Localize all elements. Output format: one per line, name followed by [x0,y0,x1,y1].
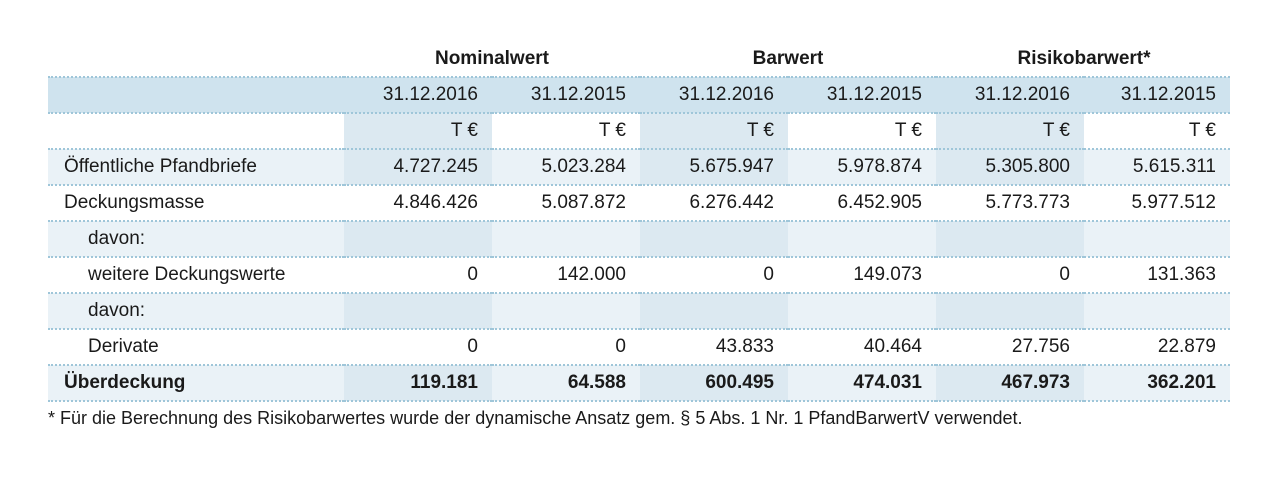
row-label: davon: [48,293,344,330]
date-cell: 31.12.2015 [1084,76,1230,114]
date-cell: 31.12.2016 [344,76,492,114]
value-cell [1084,293,1230,330]
row-label: Derivate [48,329,344,366]
value-cell: 6.276.442 [640,185,788,222]
value-cell: 40.464 [788,329,936,366]
value-cell: 6.452.905 [788,185,936,222]
value-cell: 27.756 [936,329,1084,366]
value-cell: 142.000 [492,257,640,294]
unit-cell: T € [936,113,1084,150]
value-cell [936,221,1084,258]
value-cell: 4.727.245 [344,149,492,186]
value-cell: 5.978.874 [788,149,936,186]
table-row: Deckungsmasse 4.846.426 5.087.872 6.276.… [48,185,1230,222]
footnote: * Für die Berechnung des Risikobarwertes… [48,408,1023,428]
value-cell [492,221,640,258]
value-cell: 362.201 [1084,365,1230,402]
unit-cell: T € [788,113,936,150]
value-cell [344,221,492,258]
value-cell [1084,221,1230,258]
empty-unit-label [48,113,344,150]
value-cell [936,293,1084,330]
value-cell: 467.973 [936,365,1084,402]
total-row: Überdeckung 119.181 64.588 600.495 474.0… [48,365,1230,402]
unit-cell: T € [1084,113,1230,150]
group-title-risikobarwert: Risikobarwert* [1017,48,1151,69]
value-cell [788,221,936,258]
value-cell: 5.615.311 [1084,149,1230,186]
unit-cell: T € [344,113,492,150]
value-cell: 149.073 [788,257,936,294]
coverage-table-container: Nominalwert Barwert Risikobarwert* 31.12… [48,42,1230,402]
value-cell [788,293,936,330]
value-cell: 131.363 [1084,257,1230,294]
value-cell: 0 [936,257,1084,294]
value-cell [492,293,640,330]
value-cell: 4.846.426 [344,185,492,222]
value-cell: 5.977.512 [1084,185,1230,222]
group-title-barwert: Barwert [752,48,824,69]
row-label: weitere Deckungswerte [48,257,344,294]
date-cell: 31.12.2015 [788,76,936,114]
table-row: weitere Deckungswerte 0 142.000 0 149.07… [48,257,1230,294]
value-cell: 64.588 [492,365,640,402]
value-cell [344,293,492,330]
value-cell: 0 [344,329,492,366]
value-cell: 0 [344,257,492,294]
row-label: Deckungsmasse [48,185,344,222]
table-row: Derivate 0 0 43.833 40.464 27.756 22.879 [48,329,1230,366]
value-cell: 0 [640,257,788,294]
value-cell [640,221,788,258]
value-cell: 5.023.284 [492,149,640,186]
row-label: davon: [48,221,344,258]
date-cell: 31.12.2016 [640,76,788,114]
unit-cell: T € [640,113,788,150]
value-cell: 0 [492,329,640,366]
table-row: davon: [48,221,1230,258]
date-cell: 31.12.2016 [936,76,1084,114]
value-cell: 22.879 [1084,329,1230,366]
row-label: Öffentliche Pfandbriefe [48,149,344,186]
value-cell: 5.305.800 [936,149,1084,186]
group-title-nominalwert: Nominalwert [434,48,550,69]
value-cell: 43.833 [640,329,788,366]
table-row: davon: [48,293,1230,330]
unit-row: T € T € T € T € T € T € [48,113,1230,150]
value-cell: 5.087.872 [492,185,640,222]
value-cell: 474.031 [788,365,936,402]
group-header-row: Nominalwert Barwert Risikobarwert* [48,42,1230,76]
row-label: Überdeckung [48,365,344,402]
empty-header-cell [48,76,344,114]
unit-cell: T € [492,113,640,150]
value-cell: 119.181 [344,365,492,402]
value-cell [640,293,788,330]
table-row: Öffentliche Pfandbriefe 4.727.245 5.023.… [48,149,1230,186]
date-header-row: 31.12.2016 31.12.2015 31.12.2016 31.12.2… [48,76,1230,114]
value-cell: 5.773.773 [936,185,1084,222]
date-cell: 31.12.2015 [492,76,640,114]
value-cell: 600.495 [640,365,788,402]
coverage-table: 31.12.2016 31.12.2015 31.12.2016 31.12.2… [48,76,1230,402]
value-cell: 5.675.947 [640,149,788,186]
